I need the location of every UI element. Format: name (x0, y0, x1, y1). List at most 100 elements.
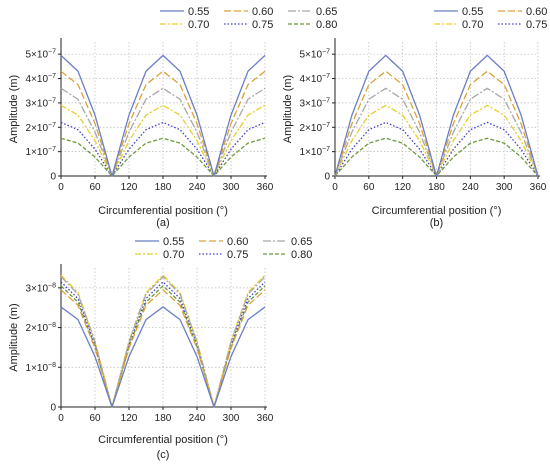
legend-label: 0.65 (291, 236, 312, 248)
y-tick-label: 4×10−7 (25, 73, 56, 85)
legend-label: 0.60 (526, 6, 547, 18)
x-tick-label: 240 (189, 413, 206, 424)
series-line-0.55 (60, 54, 266, 177)
y-tick-exponent: −8 (48, 362, 56, 369)
x-tick-label: 300 (496, 182, 513, 193)
legend-label: 0.55 (462, 6, 483, 18)
legend-label: 0.75 (526, 19, 547, 31)
y-axis-label: Amplitude (m) (282, 75, 294, 143)
y-tick-mantissa: 1×10 (25, 363, 48, 374)
y-tick-label: 3×10−7 (25, 97, 56, 109)
x-axis-label: Circumferential position (°) (98, 205, 228, 217)
panel-label: (c) (157, 449, 170, 461)
legend: 0.55 0.60 0.65 0.70 0.75 0.80 (135, 236, 312, 261)
y-tick-exponent: −8 (48, 322, 56, 329)
x-tick-label: 180 (155, 182, 172, 193)
y-axis-label: Amplitude (m) (8, 303, 20, 371)
y-tick-label: 3×10−7 (299, 97, 330, 109)
y-tick-label: 0 (50, 403, 56, 414)
y-tick-mantissa: 1×10 (299, 147, 322, 158)
legend-label: 0.55 (163, 236, 184, 248)
x-tick-label: 360 (257, 413, 274, 424)
y-tick-label: 4×10−7 (299, 73, 330, 85)
y-tick-exponent: −7 (322, 146, 330, 153)
y-tick-exponent: −7 (48, 49, 56, 56)
legend-label: 0.55 (188, 6, 209, 18)
y-axis-label: Amplitude (m) (8, 75, 20, 143)
series-line-0.60 (60, 70, 266, 177)
series-line-0.75 (60, 121, 266, 177)
legend-label: 0.80 (291, 249, 312, 261)
y-tick-exponent: −7 (322, 49, 330, 56)
series-line-0.65 (60, 276, 266, 408)
x-tick-label: 180 (155, 413, 172, 424)
x-tick-label: 360 (257, 182, 274, 193)
y-tick-mantissa: 0 (324, 172, 330, 183)
y-tick-mantissa: 3×10 (25, 283, 48, 294)
legend-label: 0.60 (252, 6, 273, 18)
legend-label: 0.75 (252, 19, 273, 31)
y-tick-label: 5×10−7 (299, 49, 330, 61)
legend: 0.550.600.650.700.750.80 (434, 6, 547, 31)
y-tick-exponent: −7 (48, 122, 56, 129)
y-tick-exponent: −7 (48, 73, 56, 80)
y-tick-exponent: −7 (48, 146, 56, 153)
x-tick-label: 120 (121, 413, 138, 424)
legend-label: 0.70 (163, 249, 184, 261)
series-line-0.65 (334, 87, 539, 177)
legend-label: 0.75 (227, 249, 248, 261)
x-tick-label: 180 (428, 182, 445, 193)
x-tick-label: 60 (89, 413, 101, 424)
x-tick-label: 360 (530, 182, 547, 193)
x-axis-label: Circumferential position (°) (372, 205, 502, 217)
y-tick-exponent: −7 (322, 97, 330, 104)
legend-label: 0.70 (462, 19, 483, 31)
x-tick-label: 240 (189, 182, 206, 193)
y-tick-label: 5×10−7 (25, 49, 56, 61)
y-tick-mantissa: 1×10 (25, 147, 48, 158)
x-tick-label: 0 (332, 182, 338, 193)
y-tick-mantissa: 3×10 (299, 98, 322, 109)
y-tick-mantissa: 4×10 (299, 74, 322, 85)
x-axis-label: Circumferential position (°) (98, 434, 228, 446)
y-tick-label: 1×10−7 (25, 146, 56, 158)
x-tick-label: 0 (58, 413, 64, 424)
y-tick-exponent: −8 (48, 282, 56, 289)
x-tick-label: 120 (121, 182, 138, 193)
series-line-0.70 (60, 104, 266, 177)
y-tick-exponent: −7 (48, 97, 56, 104)
y-tick-mantissa: 5×10 (25, 50, 48, 61)
series-line-0.65 (60, 87, 266, 177)
y-tick-mantissa: 4×10 (25, 74, 48, 85)
y-tick-exponent: −7 (322, 122, 330, 129)
y-tick-exponent: −7 (322, 73, 330, 80)
y-tick-mantissa: 3×10 (25, 98, 48, 109)
legend-label: 0.80 (316, 19, 337, 31)
legend-label: 0.60 (227, 236, 248, 248)
series-line-0.70 (334, 104, 539, 177)
panel-label: (b) (430, 217, 443, 229)
chart-panel-2: 0 60 120 180 240 300 36001×10−82×10−83×10−8Amp… (8, 236, 312, 461)
y-tick-label: 1×10−7 (299, 146, 330, 158)
y-tick-label: 3×10−8 (25, 282, 56, 294)
y-tick-label: 2×10−7 (299, 122, 330, 134)
panel-label: (a) (156, 217, 169, 229)
y-tick-label: 1×10−8 (25, 362, 56, 374)
series-line-0.80 (60, 137, 266, 177)
y-tick-label: 0 (324, 172, 330, 183)
series-line-0.55 (60, 306, 266, 408)
y-tick-label: 0 (50, 172, 56, 183)
y-tick-mantissa: 0 (50, 403, 56, 414)
y-tick-mantissa: 2×10 (25, 123, 48, 134)
series-line-0.60 (60, 289, 266, 408)
series-line-0.55 (334, 54, 539, 177)
legend-label: 0.65 (316, 6, 337, 18)
y-tick-mantissa: 0 (50, 172, 56, 183)
y-tick-mantissa: 2×10 (25, 323, 48, 334)
y-tick-label: 2×10−7 (25, 122, 56, 134)
x-tick-label: 120 (394, 182, 411, 193)
y-tick-label: 2×10−8 (25, 322, 56, 334)
x-tick-label: 60 (363, 182, 375, 193)
